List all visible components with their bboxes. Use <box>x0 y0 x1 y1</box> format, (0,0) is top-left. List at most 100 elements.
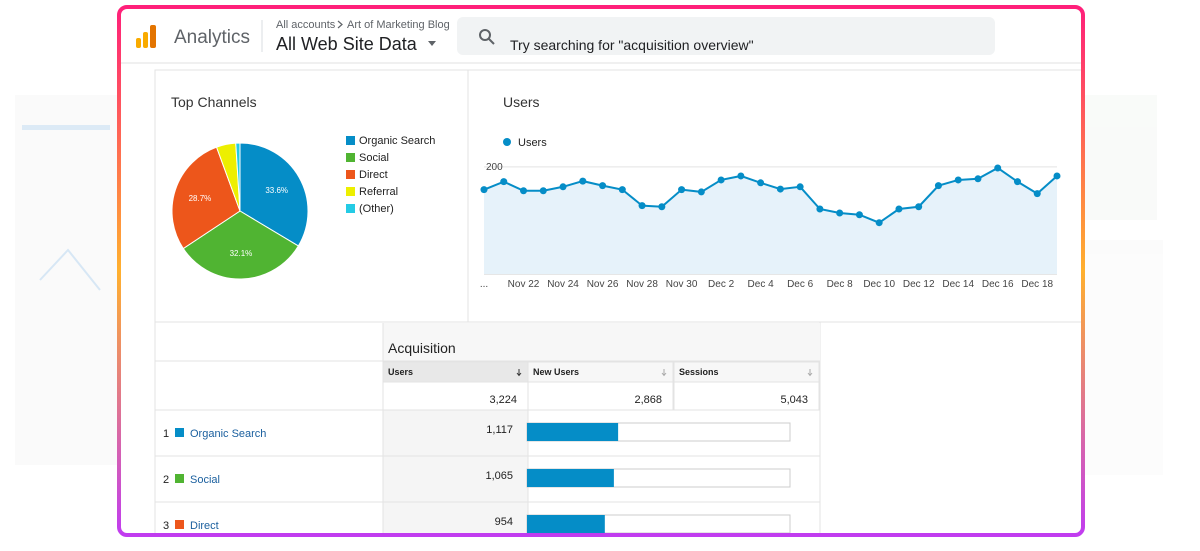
point[interactable] <box>480 186 488 194</box>
point[interactable] <box>579 177 587 185</box>
x-tick-label: Nov 30 <box>666 279 698 290</box>
point[interactable] <box>1053 172 1061 180</box>
logo <box>150 25 156 48</box>
users-value: 1,065 <box>485 470 513 482</box>
point[interactable] <box>994 164 1002 172</box>
bar <box>527 423 619 441</box>
dropdown-arrow[interactable] <box>428 41 436 46</box>
point[interactable] <box>915 203 923 211</box>
point[interactable] <box>500 178 508 186</box>
logo <box>143 32 148 48</box>
channel-link[interactable]: Social <box>190 474 220 486</box>
point[interactable] <box>776 185 784 193</box>
content: Analytics All accounts Art of Marketing … <box>121 17 1081 533</box>
point[interactable] <box>658 203 666 211</box>
legend-marker <box>503 138 511 146</box>
search-icon <box>479 29 491 41</box>
point[interactable] <box>757 179 765 187</box>
sort-icon <box>516 369 522 377</box>
x-tick-label: Dec 6 <box>787 279 814 290</box>
point[interactable] <box>1013 178 1021 186</box>
users-cell <box>382 455 529 503</box>
legend-label[interactable]: Users <box>518 137 547 149</box>
x-tick-label: Nov 28 <box>626 279 658 290</box>
point[interactable] <box>697 188 705 196</box>
channel-link[interactable]: Direct <box>190 520 219 532</box>
point[interactable] <box>816 205 824 213</box>
x-tick-label: Dec 4 <box>748 279 775 290</box>
chart-title: Users <box>503 94 540 110</box>
x-tick-label: Dec 8 <box>827 279 854 290</box>
point[interactable] <box>836 209 844 217</box>
point[interactable] <box>678 186 686 194</box>
search-placeholder: Try searching for "acquisition overview" <box>510 37 754 53</box>
table-group-title: Acquisition <box>388 340 456 356</box>
legend-swatch <box>346 153 355 162</box>
point[interactable] <box>539 187 547 195</box>
total-cell <box>673 381 820 411</box>
sort-icon <box>661 369 667 377</box>
x-tick-label: Dec 16 <box>982 279 1014 290</box>
total-value: 5,043 <box>780 394 808 406</box>
channel-link[interactable]: Organic Search <box>190 428 266 440</box>
background <box>15 95 1163 475</box>
point[interactable] <box>599 182 607 190</box>
legend-label[interactable]: (Other) <box>359 203 394 215</box>
users-value: 1,117 <box>486 424 513 436</box>
chart-title: Top Channels <box>171 94 257 110</box>
total-value: 3,224 <box>489 394 517 406</box>
breadcrumb[interactable]: Art of Marketing Blog <box>347 19 450 31</box>
legend-swatch <box>346 187 355 196</box>
point[interactable] <box>974 175 982 183</box>
y-tick-label: 200 <box>486 162 503 173</box>
column-header-label[interactable]: Users <box>388 367 413 377</box>
legend-label[interactable]: Organic Search <box>359 135 435 147</box>
users-cell <box>382 409 529 457</box>
row-rank: 3 <box>163 520 169 532</box>
x-tick-label: Dec 14 <box>942 279 974 290</box>
point[interactable] <box>618 186 626 194</box>
point[interactable] <box>934 182 942 190</box>
x-tick-label: Dec 18 <box>1021 279 1053 290</box>
pie-slice <box>182 210 299 280</box>
row-swatch <box>175 428 184 437</box>
point[interactable] <box>796 183 804 191</box>
point[interactable] <box>638 202 646 210</box>
total-cell <box>527 381 674 411</box>
point[interactable] <box>1033 190 1041 198</box>
column-header-label[interactable]: New Users <box>533 367 579 377</box>
slice-label: 33.6% <box>265 186 288 195</box>
row-swatch <box>175 474 184 483</box>
row-rank: 1 <box>163 428 169 440</box>
app-name: Analytics <box>174 27 250 48</box>
point[interactable] <box>520 187 528 195</box>
legend-label[interactable]: Referral <box>359 186 398 198</box>
legend-label[interactable]: Direct <box>359 169 388 181</box>
bar <box>527 469 614 487</box>
legend-label[interactable]: Social <box>359 152 389 164</box>
slice-label: 32.1% <box>230 249 253 258</box>
bar <box>527 515 605 533</box>
row-swatch <box>175 520 184 529</box>
point[interactable] <box>895 205 903 213</box>
view-selector[interactable]: All Web Site Data <box>276 34 418 54</box>
table-group-header <box>383 323 820 361</box>
point[interactable] <box>559 183 567 191</box>
breadcrumb[interactable]: All accounts <box>276 19 336 31</box>
users-cell <box>382 501 529 533</box>
x-tick-label: Dec 12 <box>903 279 935 290</box>
column-header-label[interactable]: Sessions <box>679 367 719 377</box>
point[interactable] <box>855 211 863 219</box>
point[interactable] <box>954 176 962 184</box>
point[interactable] <box>717 176 725 184</box>
breadcrumb-separator <box>337 20 343 29</box>
point[interactable] <box>875 219 883 227</box>
point[interactable] <box>737 172 745 180</box>
x-tick-label: Nov 22 <box>508 279 540 290</box>
x-tick-label: Dec 10 <box>863 279 895 290</box>
search-icon <box>488 38 495 45</box>
search-box[interactable] <box>457 17 995 55</box>
x-tick-label: Nov 24 <box>547 279 579 290</box>
